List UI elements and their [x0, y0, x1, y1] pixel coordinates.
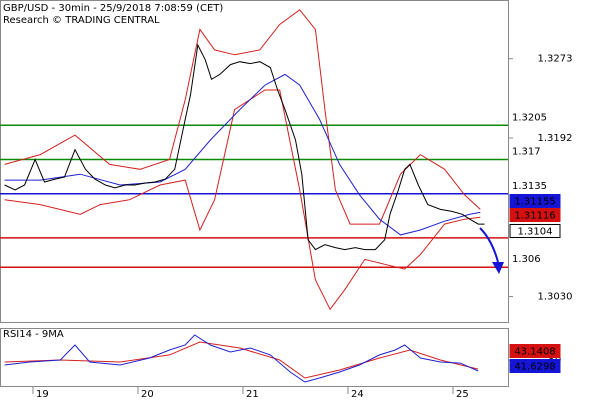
- projection-arrowhead: [492, 262, 504, 274]
- plot-layer: 1.32731.31921.30301.32051.3171.31351.309…: [0, 9, 573, 400]
- level-label: 1.3135: [512, 181, 547, 192]
- series-line: [4, 334, 479, 383]
- value-tag: 1.31155: [514, 197, 555, 208]
- x-tick-label: 19: [36, 389, 49, 400]
- series-line: [4, 43, 485, 251]
- series-line: [4, 341, 479, 379]
- x-tick-label: 20: [141, 389, 154, 400]
- projection-arrow: [479, 227, 499, 263]
- x-tick-label: 21: [246, 389, 259, 400]
- value-tag-bg: [509, 359, 561, 373]
- y-tick-label: 1.3192: [538, 133, 573, 144]
- x-tick-label: 25: [456, 389, 469, 400]
- value-tag-bg: [509, 208, 561, 222]
- value-tag: 1.31116: [514, 211, 555, 222]
- level-label: 1.3205: [512, 112, 547, 123]
- rsi-title: RSI14 - 9MA: [3, 329, 64, 340]
- series-line: [4, 89, 481, 311]
- value-tag-bg: [509, 224, 561, 238]
- chart-subtitle: Research © TRADING CENTRAL: [3, 15, 160, 26]
- rsi-panel: [0, 328, 509, 387]
- y-tick-label: 1.3273: [538, 54, 573, 65]
- price-panel: [0, 0, 509, 323]
- y-tick-label: 1.3030: [538, 292, 573, 303]
- chart-title: GBP/USD - 30min - 25/9/2018 7:08:59 (CET…: [3, 3, 223, 14]
- level-label: 1.317: [512, 147, 541, 158]
- x-tick-label: 24: [351, 389, 364, 400]
- value-tag-bg: [509, 194, 561, 208]
- level-label: 1.306: [512, 254, 541, 265]
- value-tag: 41.6298: [514, 362, 555, 373]
- value-tag-bg: [509, 344, 561, 358]
- value-tag: 1.3104: [518, 227, 553, 238]
- value-tag: 43.1408: [514, 347, 555, 358]
